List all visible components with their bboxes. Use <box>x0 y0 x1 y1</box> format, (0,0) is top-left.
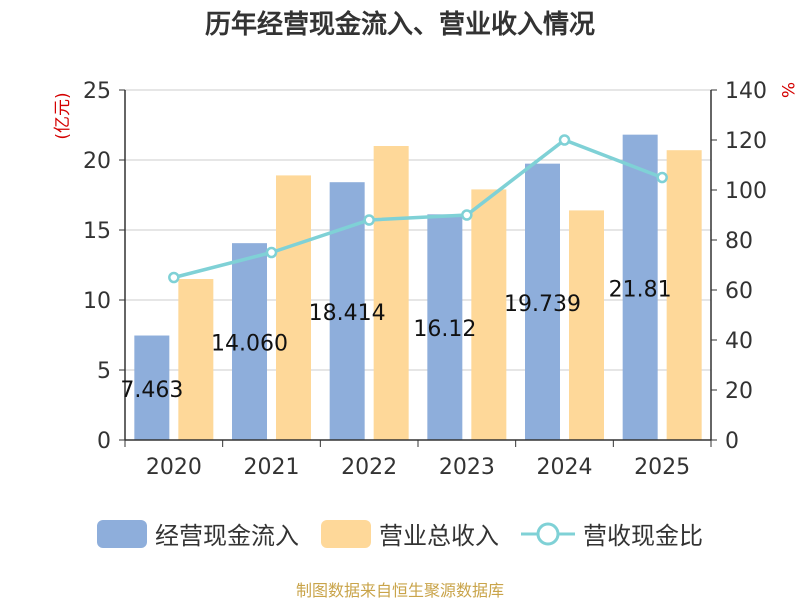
legend: 经营现金流入 营业总收入 营收现金比 <box>0 516 800 551</box>
bar-revenue <box>373 146 409 440</box>
left-tick-label: 15 <box>83 219 111 244</box>
data-label-cash-inflow: 14.060 <box>211 332 288 357</box>
left-tick-label: 5 <box>97 359 111 384</box>
ratio-point <box>558 134 571 146</box>
bar-revenue <box>471 189 507 440</box>
bar-revenue <box>666 150 702 440</box>
ratio-point <box>168 271 180 284</box>
legend-item-ratio[interactable]: 营收现金比 <box>521 516 703 551</box>
bar-cash-inflow <box>622 134 658 440</box>
data-source-note: 制图数据来自恒生聚源数据库 <box>295 581 504 600</box>
ratio-point <box>265 246 278 259</box>
ratio-point <box>656 171 668 184</box>
chart-title: 历年经营现金流入、营业收入情况 <box>204 10 595 40</box>
legend-swatch-cash-inflow <box>97 519 147 548</box>
bar-cash-inflow <box>232 243 267 440</box>
right-tick-label: 100 <box>725 179 767 204</box>
bar-revenue <box>276 175 311 440</box>
right-tick-label: 0 <box>725 429 739 454</box>
data-label-cash-inflow: 18.414 <box>309 301 386 326</box>
x-tick-label: 2024 <box>537 455 593 480</box>
ratio-line <box>173 138 663 280</box>
x-tick-label: 2021 <box>244 455 300 480</box>
x-tick-label: 2020 <box>146 455 202 480</box>
legend-label-revenue: 营业总收入 <box>379 522 499 550</box>
data-label-cash-inflow: 16.12 <box>413 317 476 342</box>
right-axis-unit: % <box>777 82 797 98</box>
right-tick-label: 60 <box>725 279 753 304</box>
right-tick-label: 20 <box>725 379 753 404</box>
legend-label-ratio: 营收现金比 <box>583 522 703 550</box>
left-tick-label: 20 <box>83 149 111 174</box>
bar-revenue <box>178 279 214 440</box>
right-tick-label: 40 <box>725 329 753 354</box>
legend-line-marker-icon <box>521 522 575 545</box>
right-tick-label: 80 <box>725 229 753 254</box>
bar-cash-inflow <box>525 163 560 441</box>
legend-item-revenue[interactable]: 营业总收入 <box>321 516 499 551</box>
right-tick-label: 120 <box>725 129 767 154</box>
data-label-cash-inflow: 21.81 <box>609 277 672 302</box>
x-tick-label: 2022 <box>341 455 397 480</box>
x-tick-label: 2023 <box>439 455 495 480</box>
bar-cash-inflow <box>427 214 463 440</box>
left-tick-label: 10 <box>83 289 111 314</box>
ratio-point <box>363 214 375 226</box>
left-tick-label: 25 <box>83 79 111 104</box>
x-tick-label: 2025 <box>634 455 690 480</box>
bar-revenue <box>569 210 604 440</box>
legend-item-cash-inflow[interactable]: 经营现金流入 <box>97 516 299 551</box>
data-label-cash-inflow: 7.463 <box>120 378 183 403</box>
left-tick-label: 0 <box>97 429 111 454</box>
right-tick-label: 140 <box>725 79 767 104</box>
legend-swatch-revenue <box>321 519 371 548</box>
legend-label-cash-inflow: 经营现金流入 <box>155 522 299 550</box>
ratio-point <box>461 209 473 221</box>
left-axis-unit: (亿元) <box>53 92 73 139</box>
data-label-cash-inflow: 19.739 <box>504 292 581 317</box>
bar-cash-inflow <box>134 335 170 440</box>
